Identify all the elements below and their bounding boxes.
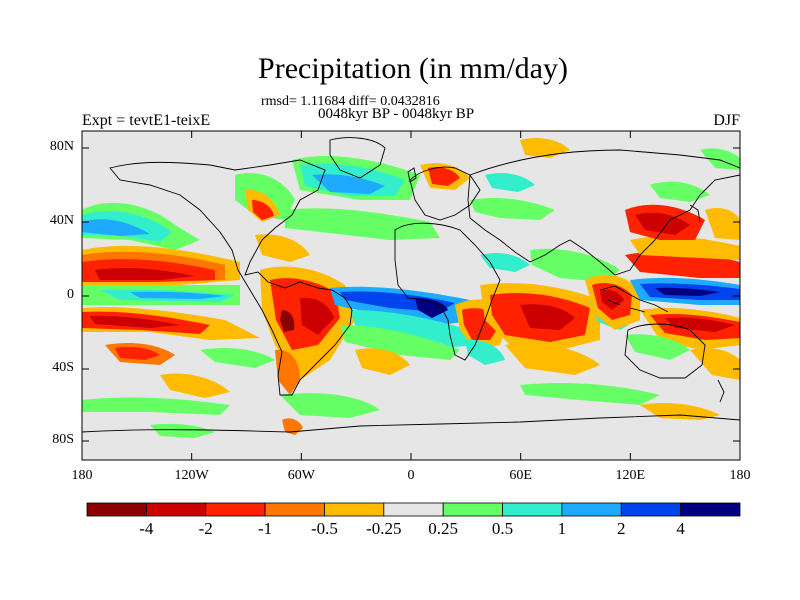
anom-io-orange-s xyxy=(505,343,600,375)
colorbar-box xyxy=(264,502,325,517)
colorbar-box xyxy=(145,502,207,517)
anom-wp-orange-nw xyxy=(705,208,740,240)
anom-ant-green xyxy=(150,423,215,438)
anom-spac-orange-far xyxy=(160,373,230,398)
anom-spac-dkred xyxy=(90,315,180,328)
coast-maritime xyxy=(599,285,669,313)
colorbar-label: 0.5 xyxy=(491,519,514,538)
anom-carib-orange xyxy=(255,234,310,262)
colorbar-box xyxy=(86,502,147,517)
colorbar-box xyxy=(502,502,563,517)
coast-uk xyxy=(407,167,417,183)
colorbar-box xyxy=(680,502,741,517)
anom-wp-navy xyxy=(655,287,720,296)
lat-label: 80S xyxy=(52,432,74,447)
coast-antarctica xyxy=(82,414,740,433)
coast-asia xyxy=(467,149,740,276)
anom-afr-cyan xyxy=(465,339,505,365)
colorbar-box xyxy=(205,502,266,517)
coast-new-zealand xyxy=(717,379,725,403)
period-line: 0048kyr BP - 0048kyr BP xyxy=(318,106,475,122)
anom-swp-dkred xyxy=(665,317,735,332)
anom-wp-green-n xyxy=(650,181,710,202)
anom-atl-green-mid xyxy=(285,208,440,240)
anom-eqatl-navy xyxy=(415,298,448,318)
coast-africa xyxy=(394,222,501,361)
anom-ssatl-green xyxy=(280,393,380,418)
anom-sam-dkred2 xyxy=(280,310,295,332)
anom-satl-cyan xyxy=(350,310,480,348)
anom-arctic-orange xyxy=(520,138,570,158)
colorbar-label: 2 xyxy=(617,519,626,538)
lon-label: 120W xyxy=(174,468,209,483)
colorbar-box xyxy=(383,502,444,517)
anom-sam-orange-s xyxy=(275,349,300,395)
coast-north-america xyxy=(109,159,353,396)
colorbar xyxy=(86,502,741,517)
anom-natl-red xyxy=(428,167,460,186)
lat-label: 0 xyxy=(67,287,74,302)
coastlines xyxy=(82,137,740,433)
lon-label: 180 xyxy=(729,468,751,483)
colorbar-label: -0.25 xyxy=(366,519,402,538)
experiment-label: Expt = tevtE1-teixE xyxy=(82,112,211,129)
anomaly-field xyxy=(82,138,740,438)
lat-label: 80N xyxy=(49,139,74,154)
colorbar-label: 0.25 xyxy=(428,519,459,538)
anom-spac-green-s xyxy=(200,348,275,368)
anom-arctic-green xyxy=(700,148,740,170)
anom-wp-orange-n xyxy=(630,236,740,260)
anom-spac-red-s xyxy=(115,346,160,360)
anom-so-green-e xyxy=(520,383,660,405)
anom-satl-green xyxy=(340,325,460,360)
lat-label: 40N xyxy=(49,213,74,228)
plot-title: Precipitation (in mm/day) xyxy=(258,52,568,85)
coast-japan xyxy=(689,204,701,223)
lon-label: 120E xyxy=(615,468,646,483)
lon-label: 60W xyxy=(287,468,315,483)
lon-label: 60E xyxy=(509,468,532,483)
anom-ant-orange xyxy=(282,418,303,435)
stats-line: rmsd= 1.11684 diff= 0.0432816 xyxy=(261,94,440,109)
colorbar-label: 4 xyxy=(676,519,685,538)
colorbar-label: -0.5 xyxy=(310,519,338,538)
anom-na-red xyxy=(252,200,274,220)
anom-satl-orange xyxy=(355,348,410,375)
anom-pac-dkred xyxy=(95,267,195,280)
anom-natl-blue xyxy=(312,174,385,194)
colorbar-box xyxy=(620,502,682,517)
colorbar-box xyxy=(561,502,622,517)
anom-io-green xyxy=(530,248,620,282)
anom-asia-cyan xyxy=(485,173,535,192)
lat-label: 40S xyxy=(52,360,74,375)
coast-greenland xyxy=(329,137,386,179)
colorbar-box xyxy=(442,502,503,517)
anom-swp-orange-s xyxy=(690,348,740,380)
lon-label: 0 xyxy=(407,468,415,483)
colorbar-label: -1 xyxy=(257,519,273,538)
lon-label: 180 xyxy=(71,468,93,483)
coast-europe xyxy=(409,166,481,221)
axis-ticks xyxy=(81,131,741,460)
anom-mc-dkred xyxy=(600,289,624,310)
anom-swp-green xyxy=(625,334,690,360)
anom-so-green-w xyxy=(82,397,230,415)
coast-australia xyxy=(624,323,706,379)
anom-npac-blue xyxy=(82,219,150,236)
anom-io-dkred xyxy=(520,304,575,330)
anom-pac-blue-eq xyxy=(130,291,225,299)
anom-wp-dkred-nw xyxy=(635,212,690,235)
anom-sam-dkred xyxy=(300,297,334,335)
colorbar-label: -4 xyxy=(139,519,154,538)
season-label: DJF xyxy=(713,112,740,129)
colorbar-label: 1 xyxy=(557,519,567,538)
anom-asia-green xyxy=(470,198,555,220)
colorbar-box xyxy=(324,502,385,517)
colorbar-label: -2 xyxy=(198,519,213,538)
